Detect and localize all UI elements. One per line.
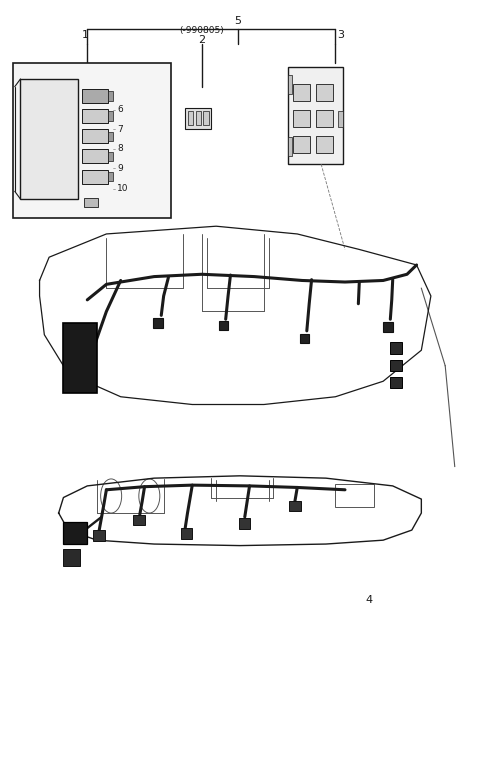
Bar <box>108 172 113 181</box>
Bar <box>108 152 113 161</box>
Text: 7: 7 <box>117 124 123 134</box>
Text: 2: 2 <box>198 35 205 45</box>
Bar <box>300 334 309 343</box>
Bar <box>293 110 310 127</box>
Bar <box>82 129 108 143</box>
Bar <box>203 111 209 125</box>
Bar <box>293 135 310 152</box>
Bar <box>390 359 402 371</box>
Bar <box>108 131 113 141</box>
Bar <box>288 67 343 164</box>
Bar <box>218 321 228 330</box>
Text: 3: 3 <box>336 30 344 40</box>
Bar <box>63 548 80 566</box>
Text: 9: 9 <box>117 163 123 173</box>
Bar <box>196 111 201 125</box>
Bar <box>338 111 343 127</box>
Bar <box>288 137 292 156</box>
Bar <box>288 75 292 94</box>
Bar <box>82 109 108 123</box>
Bar <box>94 530 105 541</box>
Bar <box>13 63 171 219</box>
Text: 6: 6 <box>117 106 123 114</box>
Bar <box>289 500 300 511</box>
Bar <box>21 79 78 199</box>
Bar <box>188 111 193 125</box>
Bar <box>82 149 108 163</box>
Bar <box>316 110 333 127</box>
Bar <box>185 107 211 129</box>
Bar <box>108 91 113 100</box>
Text: 1: 1 <box>82 30 88 40</box>
Bar <box>83 362 95 373</box>
Bar <box>336 484 373 506</box>
Bar <box>316 84 333 101</box>
Bar <box>316 135 333 152</box>
Bar <box>82 170 108 184</box>
Bar <box>383 322 393 331</box>
Bar <box>181 527 192 538</box>
Text: 10: 10 <box>117 184 129 194</box>
Bar <box>390 377 402 388</box>
Text: 5: 5 <box>234 16 241 26</box>
Bar <box>390 342 402 354</box>
Text: 4: 4 <box>365 595 372 605</box>
Bar <box>153 318 163 328</box>
Bar <box>239 517 251 528</box>
Bar <box>133 514 144 525</box>
Bar <box>293 84 310 101</box>
Bar <box>82 89 108 103</box>
Text: (-990805): (-990805) <box>180 26 224 34</box>
Bar <box>108 111 113 121</box>
Text: 8: 8 <box>117 144 123 153</box>
Bar <box>63 522 87 544</box>
Bar <box>84 198 98 207</box>
Bar <box>63 323 97 393</box>
